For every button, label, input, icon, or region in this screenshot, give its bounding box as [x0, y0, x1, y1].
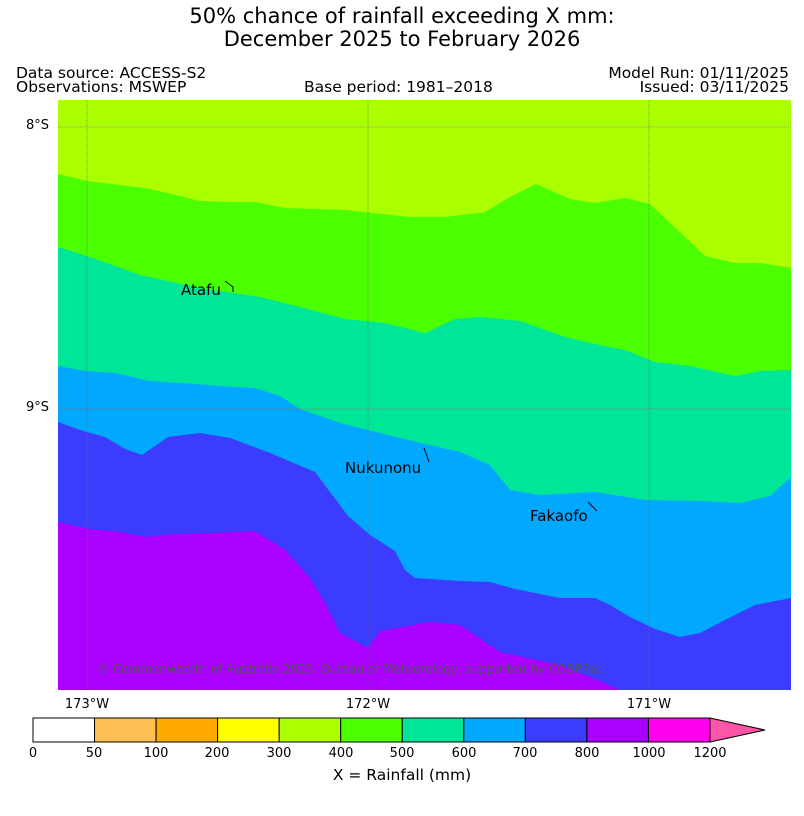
lat-label-8s: 8°S: [26, 118, 50, 133]
colorbar-segment: [463, 717, 526, 743]
colorbar-segment: [340, 717, 403, 743]
colorbar-segment: [94, 717, 157, 743]
colorbar-label: X = Rainfall (mm): [332, 766, 472, 784]
place-atafu: Atafu: [181, 281, 221, 299]
copyright-notice: © Commonwealth of Australia 2025, Bureau…: [97, 662, 603, 676]
colorbar-tick-label: 400: [328, 746, 354, 761]
nukunonu-leader: [423, 447, 430, 463]
colorbar-tick-label: 600: [451, 746, 477, 761]
colorbar-tick-label: 200: [204, 746, 230, 761]
colorbar-tick-label: 700: [512, 746, 538, 761]
title-line-1: 50% chance of rainfall exceeding X mm:: [189, 4, 615, 28]
colorbar-tick-label: 100: [143, 746, 169, 761]
colorbar-tick-label: 1200: [693, 746, 727, 761]
colorbar-tick-label: 50: [85, 746, 103, 761]
fakaofo-leader: [587, 501, 598, 512]
observations: Observations: MSWEP: [16, 78, 187, 96]
lat-label-9s: 9°S: [26, 400, 50, 415]
lon-label-172w: 172°W: [345, 697, 391, 712]
colorbar-tick-label: 300: [266, 746, 292, 761]
colorbar-segment: [32, 717, 96, 743]
colorbar-extend-arrow: [709, 717, 766, 743]
colorbar-segment: [155, 717, 219, 743]
colorbar-tick-label: 800: [574, 746, 600, 761]
colorbar-tick-label: 500: [389, 746, 415, 761]
lon-label-173w: 173°W: [64, 697, 110, 712]
issued-date: Issued: 03/11/2025: [639, 78, 789, 96]
model-run: Model Run: 01/11/2025: [608, 64, 789, 82]
band-800-1000: [58, 522, 620, 690]
data-source: Data source: ACCESS-S2: [16, 64, 207, 82]
colorbar-segment: [586, 717, 649, 743]
colorbar-segment: [217, 717, 280, 743]
place-nukunonu: Nukunonu: [345, 459, 422, 477]
gridlines: [58, 100, 791, 690]
colorbar-segment: [401, 717, 465, 743]
place-fakaofo: Fakaofo: [530, 507, 588, 525]
base-period: Base period: 1981–2018: [304, 78, 493, 96]
colorbar-tick-label: 0: [28, 746, 38, 761]
title-line-2: December 2025 to February 2026: [223, 27, 581, 51]
colorbar-segment: [524, 717, 588, 743]
place-leaders: [224, 280, 598, 512]
colorbar-tick-label: 1000: [632, 746, 666, 761]
atafu-leader: [224, 280, 234, 292]
lon-label-171w: 171°W: [626, 697, 672, 712]
colorbar-segment: [278, 717, 342, 743]
colorbar: [32, 717, 711, 743]
map-area: [58, 100, 791, 690]
colorbar-segment: [647, 717, 711, 743]
